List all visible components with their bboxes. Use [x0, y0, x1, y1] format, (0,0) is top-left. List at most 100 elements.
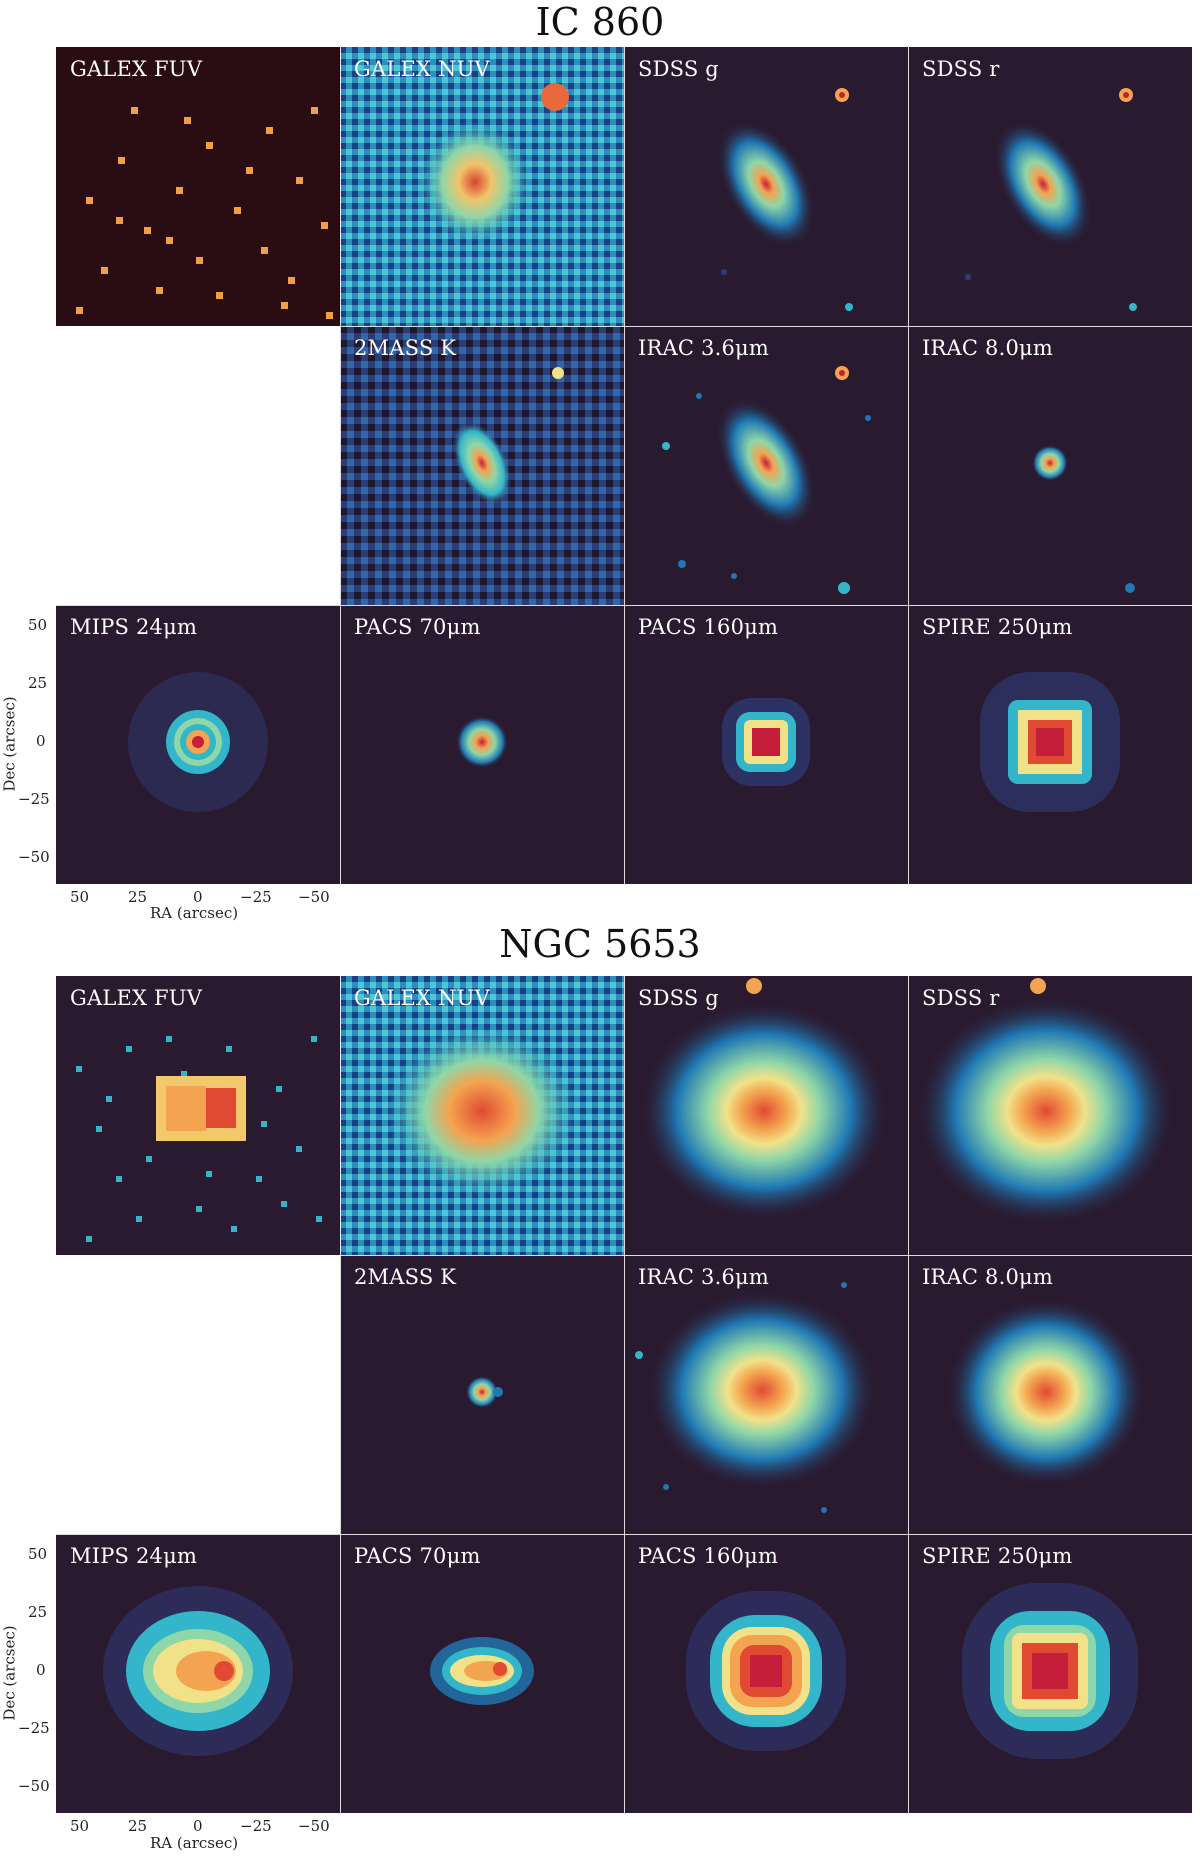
sdss-g-image: [624, 976, 908, 1255]
fuv-sparse-image: [56, 976, 340, 1255]
galaxy-title: NGC 5653: [499, 922, 701, 966]
x-tick: −25: [240, 888, 272, 906]
panel-irac-3-6: IRAC 3.6μm: [624, 326, 908, 605]
grid-line: [340, 326, 1192, 327]
grid-line: [908, 47, 909, 884]
panel-sdss-r: SDSS r: [908, 976, 1192, 1255]
x-axis-label: RA (arcsec): [150, 904, 239, 922]
panel-2mass-k: 2MASS K: [340, 1255, 624, 1534]
irac-3-6-image: [624, 326, 908, 605]
x-tick: 50: [70, 888, 90, 906]
panel-label: IRAC 3.6μm: [638, 1265, 769, 1289]
panel-spire-250: SPIRE 250μm: [908, 605, 1192, 884]
panel-label: 2MASS K: [354, 1265, 457, 1289]
pacs-70-image: [340, 1534, 624, 1813]
x-axis-label: RA (arcsec): [150, 1834, 239, 1852]
panel-label: PACS 70μm: [354, 1544, 481, 1568]
sdss-r-image: [908, 976, 1192, 1255]
panel-galex-fuv: GALEX FUV: [56, 47, 340, 326]
pacs-70-image: [340, 605, 624, 884]
panel-label: SDSS r: [922, 986, 1000, 1010]
grid-line: [624, 976, 625, 1813]
panel-label: SPIRE 250μm: [922, 1544, 1073, 1568]
panel-label: GALEX FUV: [70, 57, 203, 81]
panel-label: IRAC 8.0μm: [922, 336, 1053, 360]
panel-label: IRAC 8.0μm: [922, 1265, 1053, 1289]
sdss-r-image: [908, 47, 1192, 326]
mips-24-image: [56, 605, 340, 884]
2mass-k-image: [340, 1255, 624, 1534]
fuv-sparse-image: [56, 47, 340, 326]
x-tick: 50: [70, 1817, 90, 1835]
sdss-g-image: [624, 47, 908, 326]
y-tick: −50: [18, 1777, 50, 1795]
nuv-image: [340, 976, 624, 1255]
y-tick: −25: [18, 790, 50, 808]
x-tick: 0: [193, 888, 203, 906]
irac-8-0-image: [908, 326, 1192, 605]
y-tick: 0: [36, 732, 46, 750]
irac-8-0-image: [908, 1255, 1192, 1534]
x-tick: 0: [193, 1817, 203, 1835]
panel-label: 2MASS K: [354, 336, 457, 360]
panel-pacs-70: PACS 70μm: [340, 1534, 624, 1813]
x-tick: −25: [240, 1817, 272, 1835]
mips-24-image: [56, 1534, 340, 1813]
x-tick: −50: [298, 1817, 330, 1835]
panel-label: GALEX NUV: [354, 57, 490, 81]
grid-line: [340, 47, 341, 884]
panel-label: GALEX FUV: [70, 986, 203, 1010]
panel-pacs-160: PACS 160μm: [624, 1534, 908, 1813]
x-tick: 25: [128, 888, 148, 906]
y-tick: −25: [18, 1719, 50, 1737]
x-tick: −50: [298, 888, 330, 906]
panel-mips-24: MIPS 24μm: [56, 605, 340, 884]
y-tick: −50: [18, 848, 50, 866]
y-tick: 25: [28, 674, 48, 692]
grid-line: [56, 605, 1192, 606]
panel-irac-3-6: IRAC 3.6μm: [624, 1255, 908, 1534]
spire-250-image: [908, 605, 1192, 884]
panel-label: PACS 160μm: [638, 1544, 779, 1568]
pacs-160-image: [624, 605, 908, 884]
irac-3-6-image: [624, 1255, 908, 1534]
spire-250-image: [908, 1534, 1192, 1813]
panel-label: PACS 70μm: [354, 615, 481, 639]
panel-label: SDSS r: [922, 57, 1000, 81]
y-axis-label: Dec (arcsec): [0, 696, 19, 792]
panel-label: IRAC 3.6μm: [638, 336, 769, 360]
panel-mips-24: MIPS 24μm: [56, 1534, 340, 1813]
panel-label: SDSS g: [638, 986, 719, 1010]
grid-line: [340, 976, 341, 1813]
panel-pacs-70: PACS 70μm: [340, 605, 624, 884]
panel-label: GALEX NUV: [354, 986, 490, 1010]
panel-label: SDSS g: [638, 57, 719, 81]
pacs-160-image: [624, 1534, 908, 1813]
panel-label: PACS 160μm: [638, 615, 779, 639]
panel-galex-fuv: GALEX FUV: [56, 976, 340, 1255]
panel-label: MIPS 24μm: [70, 1544, 198, 1568]
y-tick: 50: [28, 616, 48, 634]
galaxy-title: IC 860: [535, 0, 665, 44]
panel-sdss-g: SDSS g: [624, 47, 908, 326]
panel-spire-250: SPIRE 250μm: [908, 1534, 1192, 1813]
panel-irac-8-0: IRAC 8.0μm: [908, 1255, 1192, 1534]
grid-line: [908, 976, 909, 1813]
grid-line: [624, 47, 625, 884]
y-tick: 25: [28, 1603, 48, 1621]
panel-2mass-k: 2MASS K: [340, 326, 624, 605]
panel-label: MIPS 24μm: [70, 615, 198, 639]
y-tick: 0: [36, 1661, 46, 1679]
x-tick: 25: [128, 1817, 148, 1835]
panel-pacs-160: PACS 160μm: [624, 605, 908, 884]
grid-line: [340, 1255, 1192, 1256]
grid-line: [56, 1534, 1192, 1535]
panel-galex-nuv: GALEX NUV: [340, 47, 624, 326]
panel-sdss-g: SDSS g: [624, 976, 908, 1255]
2mass-k-image: [340, 326, 624, 605]
panel-sdss-r: SDSS r: [908, 47, 1192, 326]
y-axis-label: Dec (arcsec): [0, 1625, 19, 1721]
panel-label: SPIRE 250μm: [922, 615, 1073, 639]
y-tick: 50: [28, 1545, 48, 1563]
panel-irac-8-0: IRAC 8.0μm: [908, 326, 1192, 605]
